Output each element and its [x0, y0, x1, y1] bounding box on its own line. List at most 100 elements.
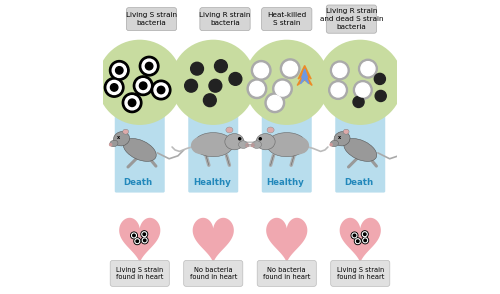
Circle shape	[116, 67, 123, 74]
FancyBboxPatch shape	[336, 107, 385, 193]
Circle shape	[353, 234, 356, 237]
Circle shape	[144, 239, 146, 242]
Circle shape	[214, 60, 228, 73]
Circle shape	[330, 61, 349, 80]
Circle shape	[356, 83, 370, 97]
Circle shape	[268, 96, 282, 110]
Text: Death: Death	[124, 178, 153, 187]
Ellipse shape	[194, 133, 233, 157]
Circle shape	[364, 233, 366, 235]
Circle shape	[190, 62, 203, 75]
Circle shape	[364, 239, 366, 242]
Circle shape	[128, 99, 136, 106]
Circle shape	[110, 84, 118, 91]
Text: Heat-killed
S strain: Heat-killed S strain	[267, 12, 306, 26]
Circle shape	[333, 63, 347, 77]
Circle shape	[142, 237, 148, 244]
Circle shape	[351, 232, 358, 239]
Polygon shape	[119, 218, 160, 264]
Circle shape	[358, 59, 378, 78]
Ellipse shape	[344, 138, 376, 161]
Ellipse shape	[343, 129, 349, 134]
Ellipse shape	[114, 132, 130, 146]
Circle shape	[136, 79, 150, 93]
FancyBboxPatch shape	[330, 260, 390, 286]
Circle shape	[134, 76, 153, 96]
Ellipse shape	[267, 133, 306, 157]
Circle shape	[356, 240, 359, 243]
Circle shape	[353, 96, 364, 108]
Circle shape	[258, 137, 262, 141]
Circle shape	[254, 63, 268, 78]
Polygon shape	[340, 218, 381, 264]
Text: No bacteria
found in heart: No bacteria found in heart	[190, 267, 237, 280]
Circle shape	[107, 80, 121, 94]
Circle shape	[110, 61, 129, 80]
Circle shape	[158, 86, 165, 94]
Circle shape	[362, 237, 368, 244]
Text: Death: Death	[344, 178, 374, 187]
FancyBboxPatch shape	[126, 8, 176, 31]
Polygon shape	[300, 69, 309, 84]
Ellipse shape	[288, 137, 309, 154]
FancyBboxPatch shape	[262, 107, 312, 193]
Circle shape	[170, 40, 256, 125]
Text: x: x	[117, 134, 120, 140]
Circle shape	[252, 61, 271, 80]
Circle shape	[140, 82, 147, 89]
Circle shape	[141, 231, 148, 238]
Circle shape	[132, 234, 135, 237]
Circle shape	[130, 232, 138, 239]
Circle shape	[146, 62, 153, 70]
Text: Living S strain
bacteria: Living S strain bacteria	[126, 12, 177, 26]
Circle shape	[330, 143, 333, 146]
Ellipse shape	[267, 127, 274, 133]
Circle shape	[122, 93, 142, 113]
FancyBboxPatch shape	[110, 260, 170, 286]
Circle shape	[318, 40, 403, 125]
Circle shape	[265, 93, 284, 113]
Ellipse shape	[256, 133, 275, 150]
FancyBboxPatch shape	[262, 8, 312, 31]
Circle shape	[132, 233, 136, 238]
Circle shape	[250, 143, 254, 147]
Circle shape	[134, 238, 140, 245]
Text: No bacteria
found in heart: No bacteria found in heart	[263, 267, 310, 280]
Circle shape	[142, 232, 146, 237]
Circle shape	[331, 83, 345, 97]
Circle shape	[354, 238, 361, 245]
Text: Living S strain
found in heart: Living S strain found in heart	[116, 267, 164, 280]
Circle shape	[104, 78, 124, 97]
Ellipse shape	[252, 141, 262, 148]
Circle shape	[250, 81, 264, 96]
Circle shape	[97, 40, 182, 125]
FancyBboxPatch shape	[200, 8, 250, 31]
Text: x: x	[338, 134, 340, 140]
Polygon shape	[266, 218, 308, 264]
Circle shape	[125, 96, 139, 110]
Circle shape	[361, 62, 375, 76]
FancyBboxPatch shape	[184, 260, 243, 286]
Circle shape	[356, 239, 360, 243]
Circle shape	[152, 80, 171, 100]
FancyBboxPatch shape	[326, 5, 376, 33]
Circle shape	[363, 238, 368, 243]
Circle shape	[275, 81, 290, 96]
Ellipse shape	[191, 137, 212, 154]
FancyBboxPatch shape	[257, 260, 316, 286]
Circle shape	[154, 83, 168, 97]
Text: Healthy: Healthy	[266, 178, 304, 187]
Circle shape	[283, 61, 298, 76]
Circle shape	[142, 59, 156, 73]
Text: Living R strain
and dead S strain
bacteria: Living R strain and dead S strain bacter…	[320, 8, 383, 30]
Ellipse shape	[225, 133, 244, 150]
Circle shape	[229, 73, 242, 85]
Circle shape	[328, 81, 347, 99]
Circle shape	[272, 79, 292, 98]
Circle shape	[374, 74, 386, 84]
Ellipse shape	[110, 140, 118, 147]
Circle shape	[204, 94, 216, 107]
FancyBboxPatch shape	[115, 107, 164, 193]
Text: Living S strain
found in heart: Living S strain found in heart	[336, 267, 384, 280]
Circle shape	[109, 143, 112, 146]
